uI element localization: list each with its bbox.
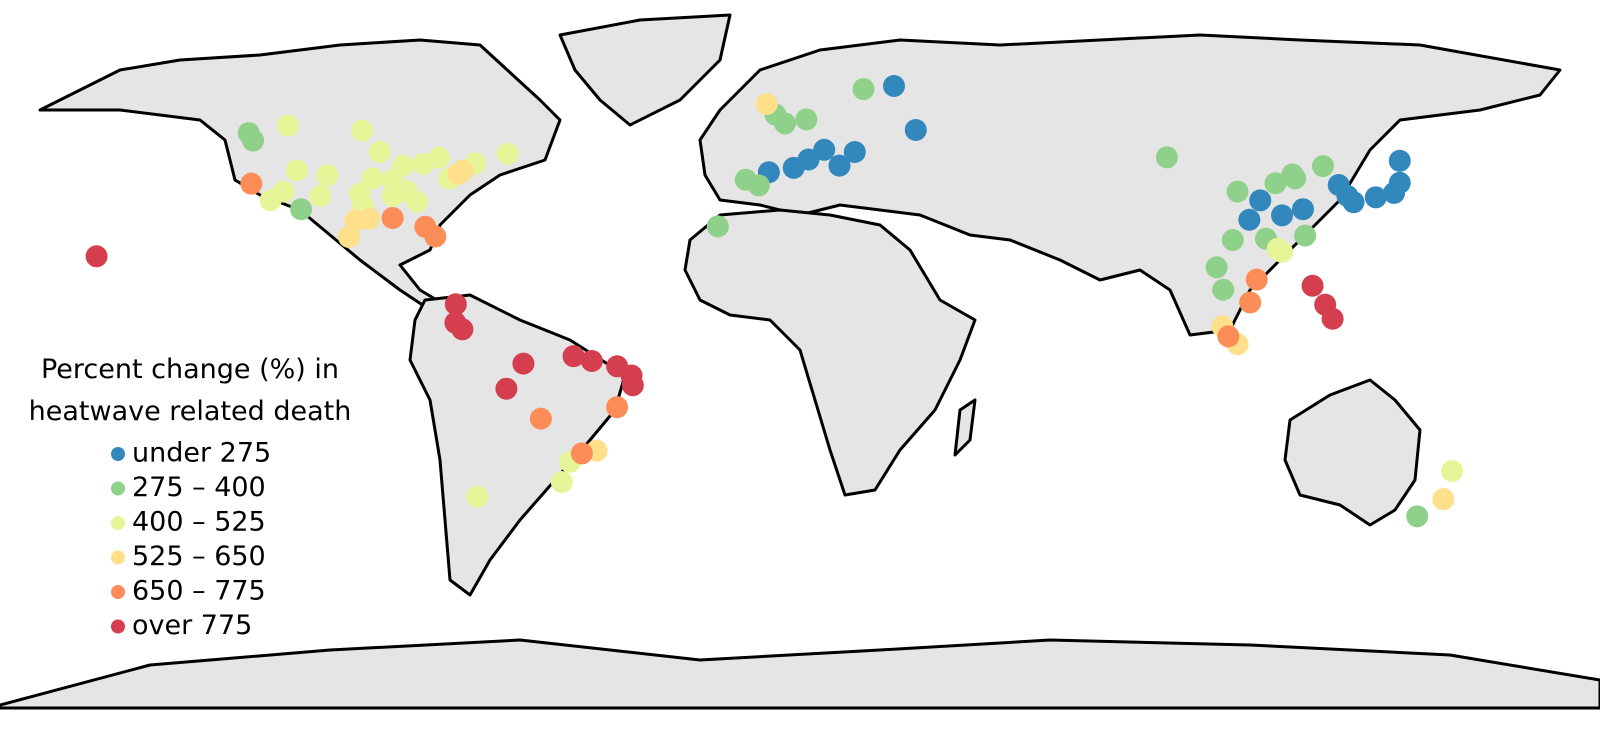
city-point: [1388, 171, 1411, 194]
city-point: [368, 141, 391, 163]
city-point: [1217, 325, 1240, 348]
city-point: [580, 350, 603, 372]
city-point: [338, 225, 360, 248]
city-point: [290, 198, 313, 221]
legend-swatch: [111, 481, 125, 496]
city-point: [276, 114, 299, 137]
city-point: [316, 164, 339, 187]
city-point: [451, 318, 474, 341]
legend-title: Percent change (%) in: [41, 354, 339, 385]
legend-swatch: [111, 550, 125, 565]
city-point: [795, 108, 818, 131]
city-point: [813, 138, 836, 161]
city-point: [285, 159, 308, 182]
city-point: [606, 396, 629, 419]
city-point: [1239, 291, 1262, 314]
city-point: [351, 119, 374, 142]
city-point: [852, 78, 875, 101]
city-point: [1221, 229, 1244, 251]
city-point: [1266, 237, 1289, 260]
city-point: [706, 215, 729, 238]
city-point: [747, 174, 770, 197]
city-point: [309, 185, 332, 207]
city-point: [797, 148, 820, 171]
city-point: [1212, 278, 1235, 301]
legend-label: 400 – 525: [132, 507, 266, 538]
city-point: [1342, 191, 1365, 214]
legend-label: under 275: [132, 438, 271, 469]
legend-swatch: [111, 447, 125, 461]
city-point: [1321, 307, 1344, 330]
south-america: [408, 293, 627, 597]
city-point: [883, 75, 905, 97]
city-point: [242, 129, 265, 152]
city-point: [1238, 208, 1261, 231]
antarctica: [0, 638, 1600, 710]
legend: Percent change (%) in heatwave related d…: [29, 354, 352, 641]
city-point: [381, 207, 404, 229]
city-point: [1388, 149, 1411, 172]
city-point: [240, 172, 263, 195]
city-point: [550, 471, 573, 493]
city-point: [1271, 204, 1294, 227]
city-point: [1406, 505, 1429, 528]
city-point: [828, 154, 851, 177]
city-point: [1291, 198, 1314, 221]
city-point: [1245, 268, 1268, 291]
city-point: [1432, 488, 1455, 511]
madagascar: [953, 398, 977, 457]
legend-swatch: [111, 619, 125, 634]
city-point: [1155, 146, 1178, 169]
city-point: [562, 345, 585, 368]
city-point: [1226, 180, 1249, 203]
city-point: [1294, 224, 1317, 247]
city-point: [1301, 274, 1324, 297]
city-point: [272, 180, 295, 203]
city-point: [1264, 172, 1287, 195]
points: [85, 75, 1464, 528]
city-point: [1441, 460, 1464, 482]
city-point: [1249, 189, 1272, 212]
city-point: [1364, 186, 1387, 209]
city-point: [512, 352, 535, 375]
city-point: [444, 293, 467, 316]
city-point: [496, 142, 519, 165]
city-point: [1284, 167, 1307, 190]
city-point: [755, 93, 778, 116]
city-point: [361, 167, 384, 190]
australia: [1283, 378, 1422, 527]
city-point: [621, 374, 644, 397]
legend-label: 275 – 400: [132, 472, 266, 503]
city-point: [381, 185, 404, 207]
legend-label: 525 – 650: [132, 541, 266, 572]
city-point: [424, 225, 447, 248]
city-point: [570, 442, 593, 465]
city-point: [1312, 155, 1335, 178]
legend-title: heatwave related death: [29, 396, 352, 427]
city-point: [85, 245, 108, 268]
city-point: [1205, 256, 1228, 279]
city-point: [529, 407, 552, 430]
legend-swatch: [111, 516, 125, 530]
legend-label: 650 – 775: [132, 576, 266, 607]
africa: [683, 208, 977, 497]
city-point: [495, 377, 518, 400]
legend-swatch: [111, 585, 125, 599]
city-point: [843, 141, 866, 163]
legend-label: over 775: [132, 610, 252, 641]
greenland: [558, 13, 732, 127]
city-point: [904, 119, 927, 141]
city-point: [412, 152, 435, 175]
city-point: [348, 182, 371, 205]
city-point: [447, 163, 469, 185]
city-point: [466, 485, 489, 508]
